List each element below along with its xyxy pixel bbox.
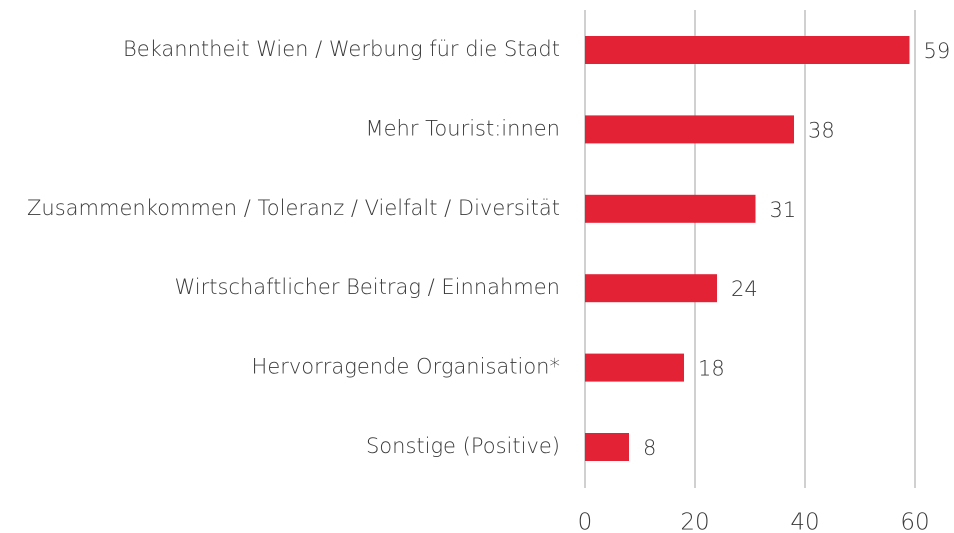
category-label: Bekanntheit Wien / Werbung für die Stadt [123, 37, 560, 61]
category-label: Mehr Tourist:innen [366, 116, 560, 140]
bar [585, 36, 910, 64]
category-label: Hervorragende Organisation* [252, 355, 560, 379]
value-label: 24 [731, 277, 758, 301]
bar [585, 115, 794, 144]
value-label: 8 [643, 436, 656, 460]
x-tick-label: 40 [790, 510, 819, 533]
category-label: Sonstige (Positive) [366, 434, 560, 458]
value-label: 18 [698, 357, 725, 381]
value-label: 31 [770, 198, 797, 222]
bar [585, 433, 629, 461]
bar [585, 194, 756, 223]
bar [585, 353, 684, 382]
x-tick-label: 0 [578, 510, 593, 533]
x-tick-label: 20 [680, 510, 709, 533]
value-label: 38 [808, 118, 835, 142]
x-tick-label: 60 [900, 510, 929, 533]
bar [585, 274, 717, 303]
category-label: Wirtschaftlicher Beitrag / Einnahmen [174, 275, 560, 299]
category-label: Zusammenkommen / Toleranz / Vielfalt / D… [27, 196, 560, 220]
value-label: 59 [924, 39, 951, 63]
